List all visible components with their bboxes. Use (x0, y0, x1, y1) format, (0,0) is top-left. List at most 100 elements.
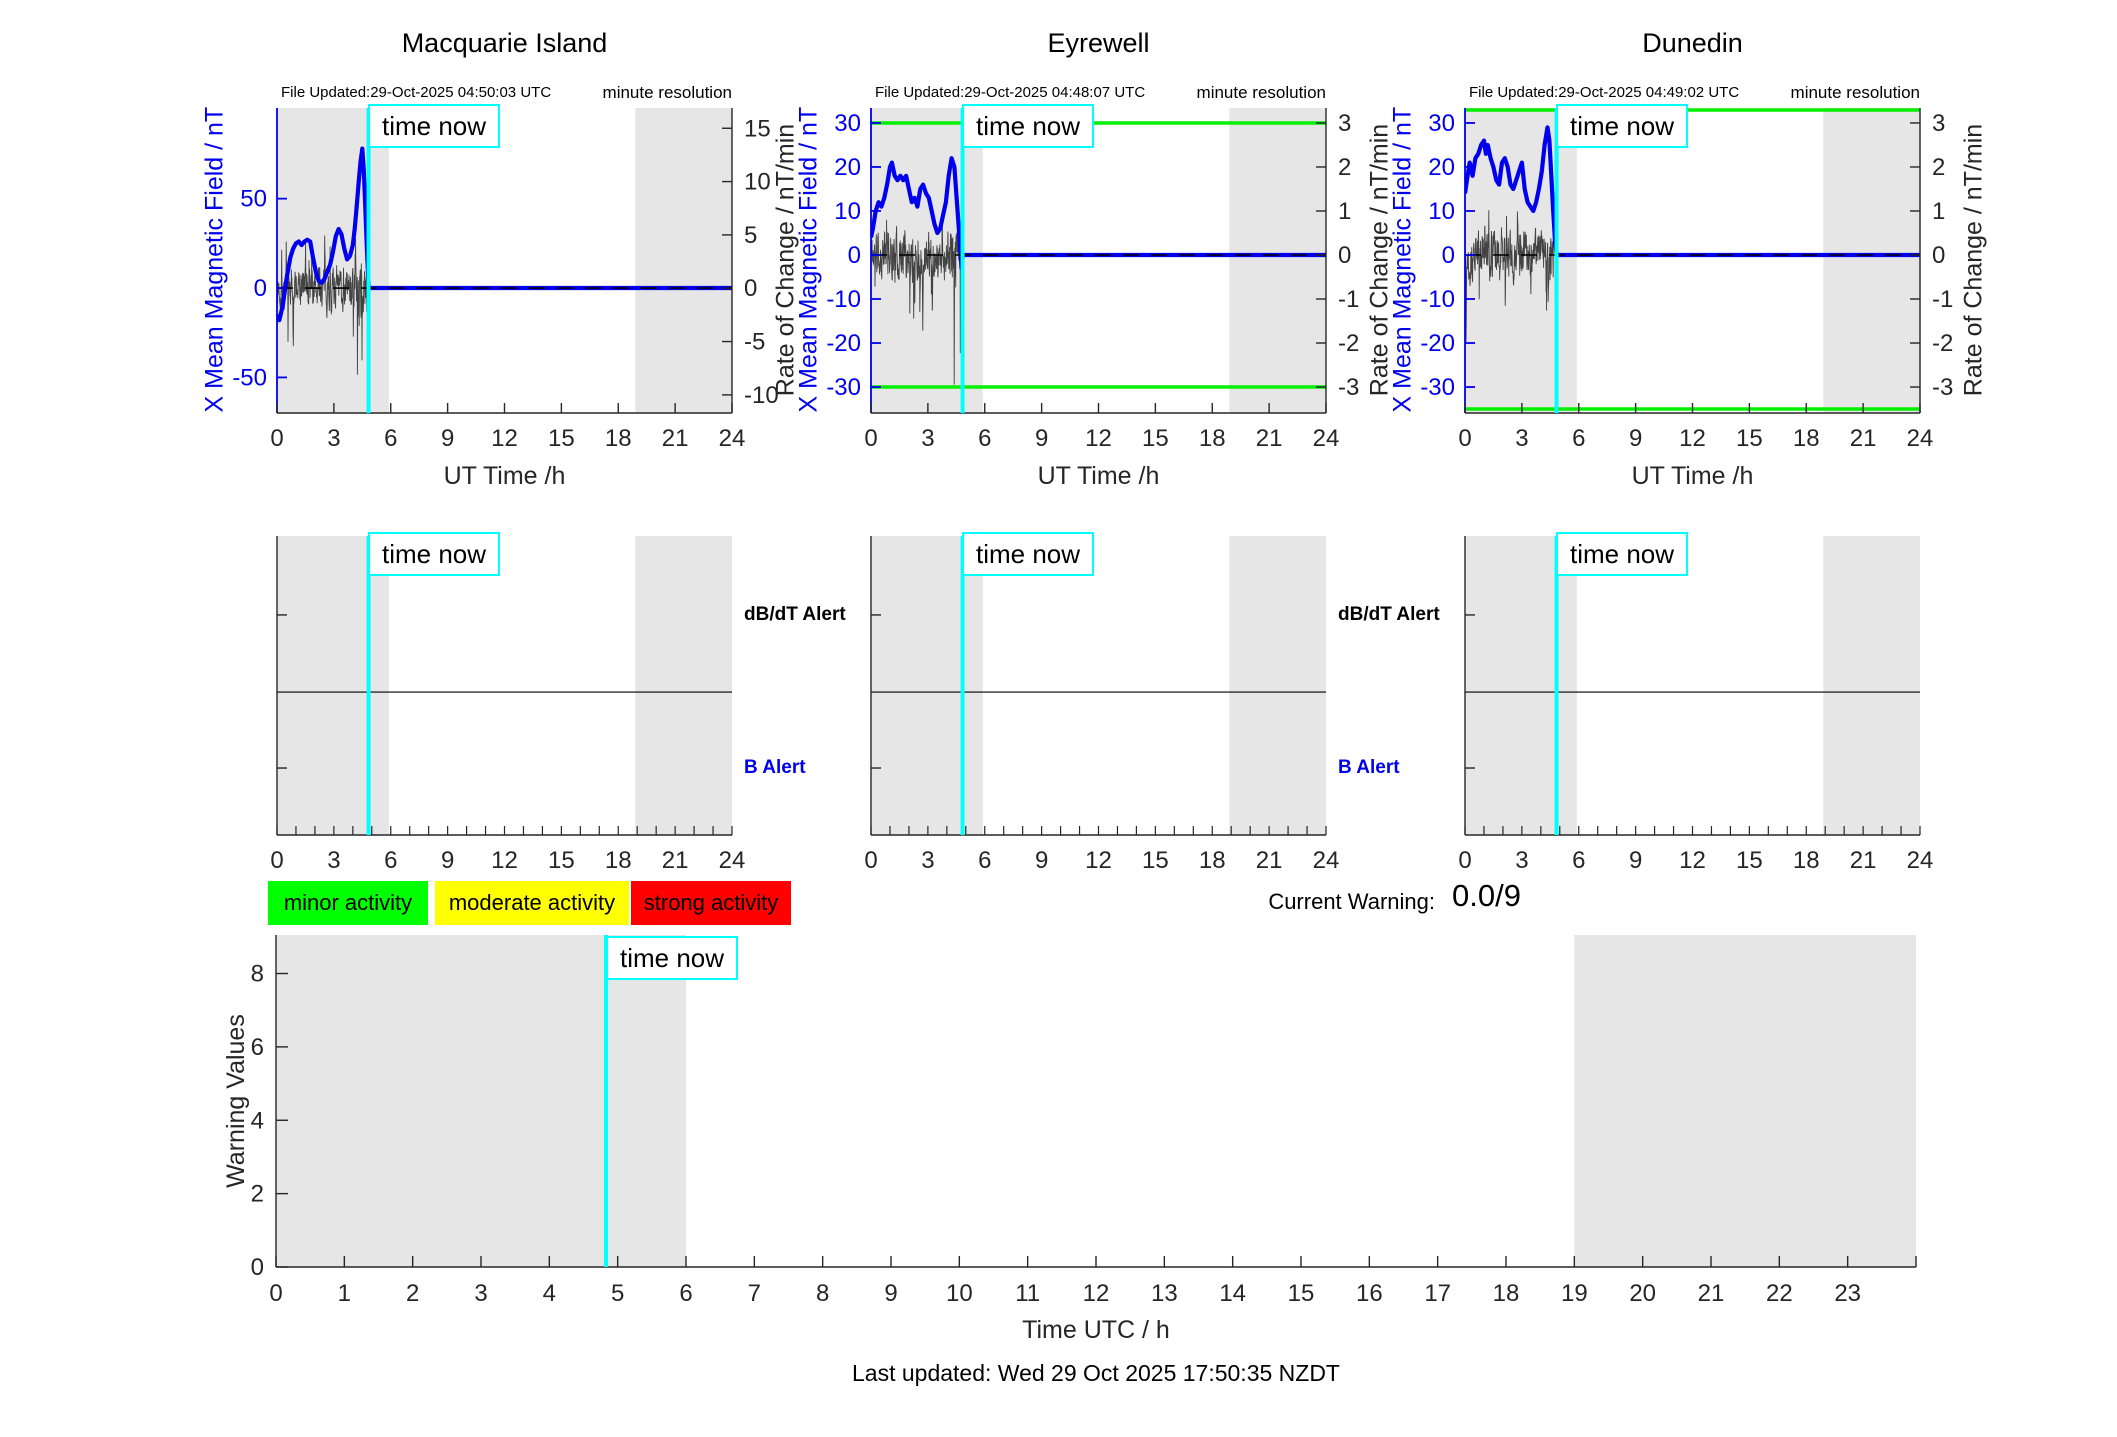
x-tick-label: 7 (748, 1280, 761, 1307)
alert-chart-1: 0 3 6 9 12 15 18 21 24 (864, 536, 1339, 874)
x-tick-label: 18 (1793, 847, 1820, 874)
x-tick-label: 24 (719, 847, 746, 874)
right-tick-label: 0 (1932, 242, 1945, 269)
time-now-box: time now (368, 104, 501, 148)
time-now-box: time now (606, 936, 739, 980)
right-tick-label: -5 (744, 329, 765, 356)
x-tick-label: 4 (543, 1280, 556, 1307)
xlabel-eyrewell: UT Time /h (1037, 462, 1160, 490)
xlabel-dunedin: UT Time /h (1631, 462, 1754, 490)
x-tick-label: 6 (978, 425, 991, 452)
x-tick-label: 9 (1629, 847, 1642, 874)
x-tick-label: 12 (1085, 847, 1112, 874)
station-title-eyrewell: Eyrewell (1047, 28, 1150, 58)
y-tick-label: 2 (251, 1181, 264, 1208)
night-shading-band (1823, 108, 1920, 413)
x-tick-label: 12 (1679, 425, 1706, 452)
x-tick-label: 3 (1515, 425, 1528, 452)
left-tick-label: 30 (834, 110, 861, 137)
night-shading-band (277, 536, 389, 835)
x-tick-label: 15 (1142, 425, 1169, 452)
right-tick-label: 0 (744, 275, 757, 302)
right-tick-label: -1 (1932, 286, 1953, 313)
x-tick-label: 21 (1850, 847, 1877, 874)
station-title-dunedin: Dunedin (1642, 28, 1743, 58)
last-updated-text: Last updated: Wed 29 Oct 2025 17:50:35 N… (852, 1360, 1340, 1386)
right-tick-label: 1 (1338, 198, 1351, 225)
ylabel-rate-dunedin: Rate of Change / nT/min (1959, 123, 1988, 397)
x-tick-label: 0 (1458, 847, 1471, 874)
x-tick-label: 3 (921, 425, 934, 452)
left-tick-label: 20 (834, 154, 861, 181)
right-tick-label: 10 (744, 169, 771, 196)
x-tick-label: 1 (338, 1280, 351, 1307)
left-tick-label: 20 (1428, 154, 1455, 181)
night-shading-band (871, 536, 983, 835)
x-tick-label: 23 (1834, 1280, 1861, 1307)
current-warning-label: Current Warning: (1268, 889, 1435, 914)
x-tick-label: 21 (1698, 1280, 1725, 1307)
left-tick-label: -20 (826, 330, 861, 357)
x-tick-label: 21 (1256, 425, 1283, 452)
right-tick-label: -3 (1932, 374, 1953, 401)
x-tick-label: 18 (605, 425, 632, 452)
left-tick-label: -20 (1420, 330, 1455, 357)
x-tick-label: 8 (816, 1280, 829, 1307)
legend-minor-activity: minor activity (268, 881, 428, 925)
night-shading-band (1229, 536, 1326, 835)
x-tick-label: 5 (611, 1280, 624, 1307)
x-tick-label: 24 (719, 425, 746, 452)
ylabel-field-eyrewell: X Mean Magnetic Field / nT (794, 106, 823, 413)
b-alert-label: B Alert (744, 757, 806, 778)
x-tick-label: 6 (384, 425, 397, 452)
file-updated-dunedin: File Updated:29-Oct-2025 04:49:02 UTC (1469, 84, 1740, 101)
x-tick-label: 12 (491, 847, 518, 874)
right-tick-label: -3 (1338, 374, 1359, 401)
night-shading-band (635, 108, 732, 413)
left-tick-label: 0 (254, 275, 267, 302)
left-tick-label: 10 (834, 198, 861, 225)
left-tick-label: -10 (1420, 286, 1455, 313)
x-tick-label: 6 (384, 847, 397, 874)
right-tick-label: 2 (1932, 154, 1945, 181)
x-tick-label: 6 (1572, 425, 1585, 452)
y-tick-label: 4 (251, 1107, 264, 1134)
x-tick-label: 9 (1035, 847, 1048, 874)
x-tick-label: 16 (1356, 1280, 1383, 1307)
x-tick-label: 0 (270, 847, 283, 874)
left-tick-label: -30 (826, 374, 861, 401)
x-tick-label: 9 (441, 847, 454, 874)
night-shading-band (1229, 108, 1326, 413)
x-tick-label: 15 (1288, 1280, 1315, 1307)
night-shading-band (1574, 935, 1916, 1267)
right-tick-label: 3 (1338, 110, 1351, 137)
x-tick-label: 18 (1199, 847, 1226, 874)
x-tick-label: 21 (1850, 425, 1877, 452)
x-tick-label: 15 (548, 847, 575, 874)
time-now-box: time now (962, 104, 1095, 148)
right-tick-label: 15 (744, 115, 771, 142)
x-tick-label: 21 (662, 425, 689, 452)
alert-chart-2: 0 3 6 9 12 15 18 21 24 (1458, 536, 1933, 874)
night-shading-band (635, 536, 732, 835)
right-tick-label: 5 (744, 222, 757, 249)
x-tick-label: 3 (921, 847, 934, 874)
night-shading-band (1823, 536, 1920, 835)
x-tick-label: 12 (1085, 425, 1112, 452)
left-tick-label: -30 (1420, 374, 1455, 401)
x-tick-label: 9 (441, 425, 454, 452)
x-tick-label: 24 (1313, 847, 1340, 874)
x-tick-label: 24 (1313, 425, 1340, 452)
right-tick-label: 0 (1338, 242, 1351, 269)
x-tick-label: 18 (605, 847, 632, 874)
resolution-note-macquarie: minute resolution (602, 83, 732, 102)
rate-of-change-trace (871, 216, 964, 385)
file-updated-eyrewell: File Updated:29-Oct-2025 04:48:07 UTC (875, 84, 1146, 101)
x-tick-label: 15 (1736, 847, 1763, 874)
ylabel-field-macquarie: X Mean Magnetic Field / nT (200, 106, 229, 413)
right-tick-label: -2 (1338, 330, 1359, 357)
b-alert-label: B Alert (1338, 757, 1400, 778)
